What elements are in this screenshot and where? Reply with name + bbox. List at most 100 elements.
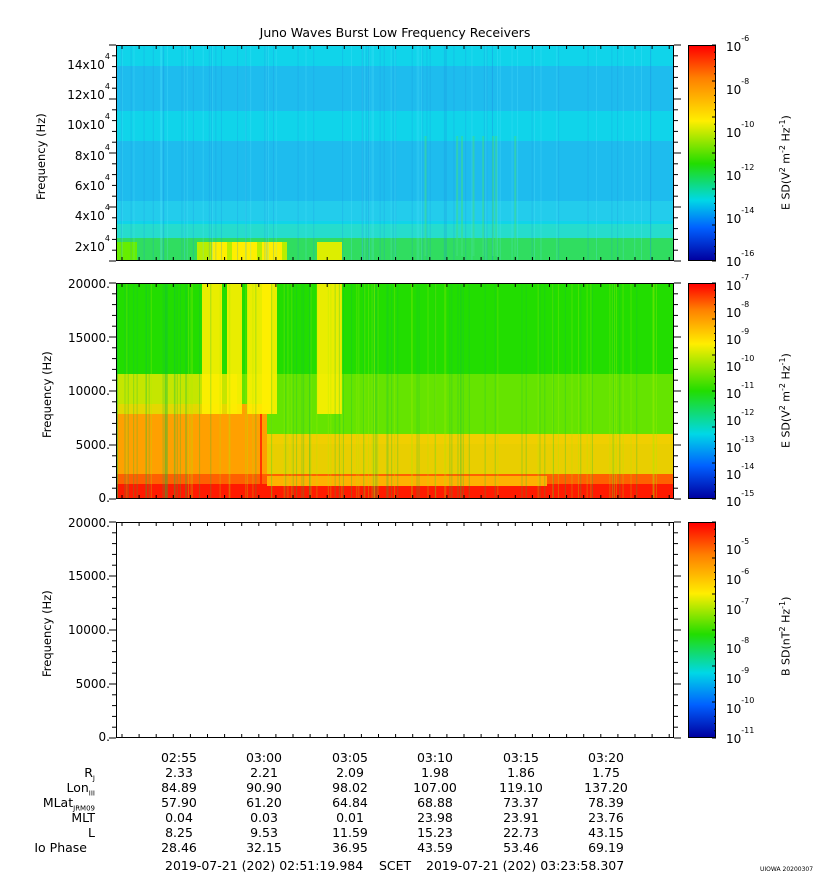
vertical-streak — [350, 46, 352, 260]
vertical-streak — [443, 46, 445, 260]
vertical-streak — [356, 284, 358, 498]
ephemeris-value: 9.53 — [250, 825, 278, 840]
vertical-streak — [421, 46, 423, 260]
vertical-streak — [427, 284, 429, 498]
vertical-streak — [186, 284, 188, 498]
vertical-streak — [411, 46, 413, 260]
vertical-streak — [229, 284, 231, 498]
ephemeris-value: 64.84 — [332, 795, 368, 810]
vertical-streak — [364, 46, 366, 260]
vertical-streak — [303, 284, 305, 498]
ephemeris-value: 69.19 — [588, 840, 624, 855]
vertical-streak — [531, 46, 533, 260]
vertical-streak — [587, 46, 589, 260]
colorbar-tick: 10-12 — [726, 408, 755, 428]
spectrogram-1-image — [117, 46, 673, 260]
vertical-streak — [271, 284, 273, 498]
vertical-streak — [267, 46, 269, 260]
y-axis-label-panel-2: Frequency (Hz) — [40, 351, 54, 438]
vertical-streak — [264, 46, 266, 260]
vertical-streak — [379, 46, 381, 260]
vertical-streak — [609, 284, 611, 498]
vertical-streak — [245, 46, 247, 260]
vertical-streak — [192, 46, 194, 260]
vertical-streak — [482, 136, 485, 256]
vertical-streak — [517, 46, 519, 260]
footer-start-time: 2019-07-21 (202) 02:51:19.984 — [165, 858, 364, 873]
vertical-streak — [297, 46, 299, 260]
vertical-streak — [390, 46, 392, 260]
vertical-streak — [188, 284, 190, 498]
ephemeris-label-mlt: MLT — [71, 810, 95, 825]
ephemeris-value: 90.90 — [246, 780, 282, 795]
vertical-streak — [164, 284, 166, 498]
spectrogram-panel-3 — [116, 522, 674, 738]
vertical-streak — [117, 284, 119, 498]
vertical-streak — [558, 46, 560, 260]
vertical-streak — [252, 284, 254, 498]
ephemeris-value: 73.37 — [503, 795, 539, 810]
vertical-streak — [133, 284, 135, 498]
vertical-streak — [199, 284, 201, 498]
vertical-streak — [361, 46, 363, 260]
ephemeris-value: 98.02 — [332, 780, 368, 795]
colorbar-tick: 10-9 — [726, 666, 750, 686]
y-tick-label: 0. — [98, 491, 110, 505]
vertical-streak — [150, 284, 152, 498]
ephemeris-value: 43.15 — [588, 825, 624, 840]
vertical-streak — [162, 46, 164, 260]
vertical-streak — [287, 284, 289, 498]
ephemeris-value: 28.46 — [161, 840, 197, 855]
colorbar-tick: 10-16 — [726, 249, 755, 269]
vertical-streak — [649, 46, 651, 260]
footer-end-time: 2019-07-21 (202) 03:23:58.307 — [426, 858, 625, 873]
vertical-streak — [174, 284, 176, 498]
band-blue — [117, 66, 673, 111]
vertical-streak — [372, 284, 374, 498]
vertical-streak — [124, 284, 126, 498]
ephemeris-value: 36.95 — [332, 840, 368, 855]
y-axis-label-panel-3: Frequency (Hz) — [40, 590, 54, 677]
vertical-streak — [418, 46, 420, 260]
colorbar-tick: 10-14 — [726, 206, 755, 226]
vertical-streak — [373, 284, 375, 498]
vertical-streak — [373, 284, 375, 498]
colorbar-tick: 10-6 — [726, 34, 750, 54]
y-tick-label: 0. — [98, 730, 110, 744]
vertical-streak — [525, 284, 527, 498]
colorbar-tick: 10-6 — [726, 567, 750, 587]
vertical-streak — [351, 284, 353, 498]
vertical-streak — [392, 46, 394, 260]
ephemeris-value: 137.20 — [584, 780, 628, 795]
vertical-streak — [208, 46, 210, 260]
vertical-streak — [309, 284, 311, 498]
vertical-streak — [590, 284, 592, 498]
spectrogram-panel-2 — [116, 283, 674, 499]
ephemeris-value: 23.91 — [503, 810, 539, 825]
vertical-streak — [372, 46, 374, 260]
vertical-streak — [499, 46, 501, 260]
vertical-streak — [494, 284, 496, 498]
y-tick-label: 2x104 — [74, 234, 110, 254]
vertical-streak — [185, 284, 187, 498]
vertical-streak — [338, 284, 340, 498]
vertical-streak — [365, 46, 367, 260]
vertical-streak — [394, 46, 396, 260]
vertical-streak — [614, 284, 616, 498]
vertical-streak — [595, 46, 597, 260]
vertical-streak — [591, 284, 593, 498]
vertical-streak — [497, 284, 499, 498]
vertical-streak — [190, 284, 192, 498]
vertical-streak — [313, 46, 315, 260]
vertical-streak — [383, 46, 385, 260]
vertical-streak — [636, 284, 638, 498]
vertical-streak — [117, 284, 119, 498]
vertical-streak — [397, 284, 399, 498]
ephemeris-value: 84.89 — [161, 780, 197, 795]
vertical-streak — [363, 284, 365, 498]
vertical-streak — [471, 46, 473, 260]
vertical-streak — [212, 46, 214, 260]
vertical-streak — [391, 284, 393, 498]
vertical-streak — [611, 284, 613, 498]
vertical-streak — [120, 46, 122, 260]
